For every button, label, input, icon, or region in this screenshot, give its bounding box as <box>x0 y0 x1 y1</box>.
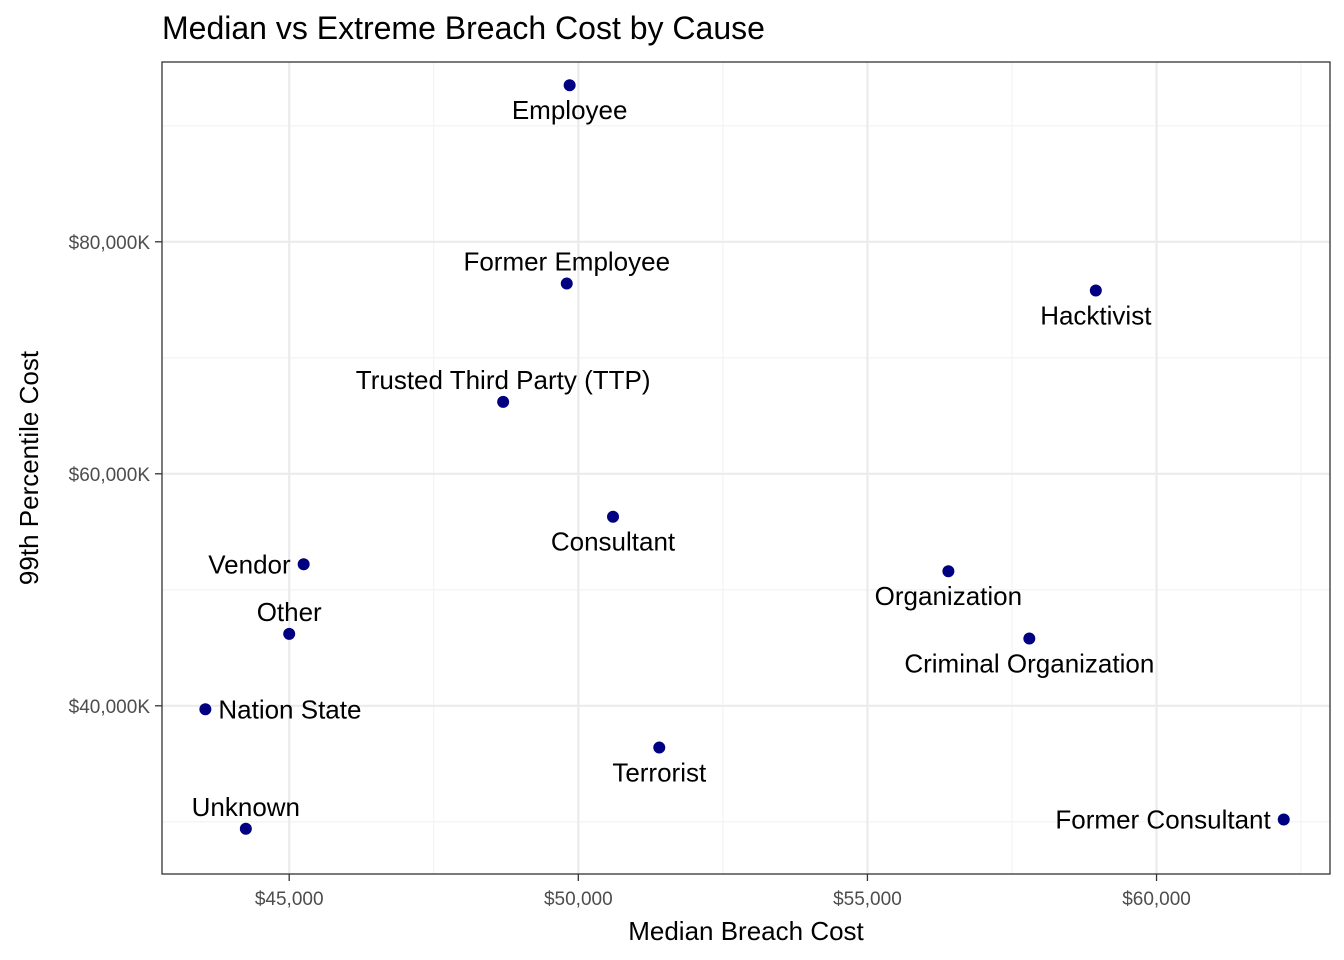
x-tick-label: $50,000 <box>544 889 613 910</box>
data-point <box>1089 284 1102 297</box>
point-label: Nation State <box>218 694 361 724</box>
x-tick-label: $55,000 <box>833 889 902 910</box>
major-gridlines <box>162 62 1330 874</box>
data-point <box>607 510 620 523</box>
data-point <box>563 79 576 92</box>
data-point <box>942 565 955 578</box>
data-point <box>199 703 212 716</box>
point-label: Vendor <box>208 549 291 579</box>
data-point <box>297 558 310 571</box>
point-label: Criminal Organization <box>904 649 1154 679</box>
data-point <box>497 395 510 408</box>
x-axis-title: Median Breach Cost <box>628 916 864 946</box>
point-labels: Employee Former Employee Hacktivist Trusted… <box>192 95 1272 834</box>
y-axis-title: 99th Percentile Cost <box>14 350 44 585</box>
data-point <box>283 627 296 640</box>
point-label: Other <box>257 597 322 627</box>
x-axis: $45,000 $50,000 $55,000 $60,000 <box>255 874 1191 910</box>
x-tick-label: $45,000 <box>255 889 324 910</box>
point-label: Former Employee <box>463 247 670 277</box>
point-label: Employee <box>512 95 628 125</box>
plot-panel: Employee Former Employee Hacktivist Trusted… <box>161 61 1331 875</box>
y-tick-label: $40,000K <box>69 697 151 718</box>
point-label: Organization <box>875 581 1022 611</box>
data-points <box>199 79 1290 835</box>
y-axis: $40,000K $60,000K $80,000K <box>69 233 162 718</box>
x-tick-label: $60,000 <box>1122 889 1191 910</box>
point-label: Hacktivist <box>1040 301 1152 331</box>
data-point <box>239 822 252 835</box>
data-point <box>653 741 666 754</box>
data-point <box>1277 813 1290 826</box>
y-tick-label: $60,000K <box>69 465 151 486</box>
chart-title: Median vs Extreme Breach Cost by Cause <box>162 10 765 46</box>
point-label: Unknown <box>192 792 300 822</box>
panel-border <box>161 61 1331 875</box>
data-point <box>560 277 573 290</box>
point-label: Trusted Third Party (TTP) <box>356 365 651 395</box>
point-label: Terrorist <box>612 758 707 788</box>
data-point <box>1023 632 1036 645</box>
minor-gridlines <box>162 62 1330 874</box>
point-label: Consultant <box>551 527 676 557</box>
point-label: Former Consultant <box>1055 804 1271 834</box>
panel-background <box>162 62 1330 874</box>
y-tick-label: $80,000K <box>69 233 151 254</box>
